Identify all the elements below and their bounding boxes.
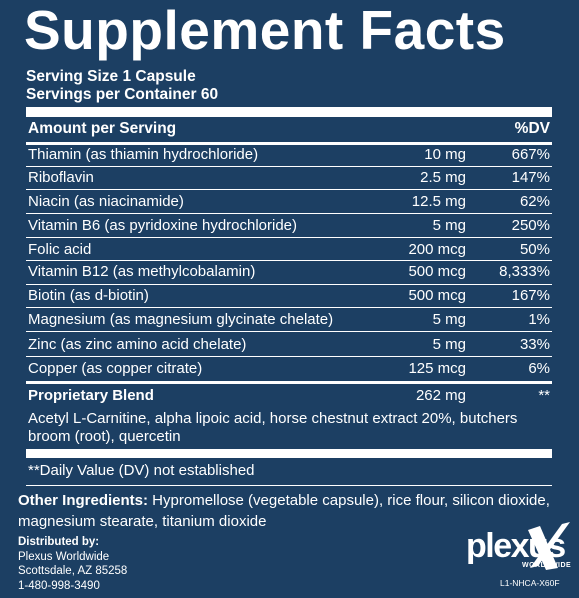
nutrient-amount: 200 mcg [408, 241, 466, 258]
servings-per-container: Servings per Container 60 [26, 86, 219, 103]
proprietary-blend-row: Proprietary Blend 262 mg ** [28, 385, 550, 407]
nutrient-dv: 667% [511, 146, 550, 163]
plexus-logo: plexus WORLDWIDE [466, 522, 572, 574]
logo-subtext: WORLDWIDE [522, 562, 572, 569]
other-ingredients-label: Other Ingredients: [18, 492, 149, 509]
nutrient-row: Vitamin B12 (as methylcobalamin) 500 mcg… [28, 261, 550, 283]
nutrient-dv: 6% [528, 360, 550, 377]
nutrient-amount: 500 mcg [408, 263, 466, 280]
nutrient-dv: 1% [528, 311, 550, 328]
blend-ingredients: Acetyl L-Carnitine, alpha lipoic acid, h… [28, 410, 518, 445]
nutrient-name: Thiamin (as thiamin hydrochloride) [28, 146, 259, 163]
nutrient-dv: 250% [511, 217, 550, 234]
row-divider [26, 213, 552, 214]
dv-footnote: **Daily Value (DV) not established [28, 462, 255, 479]
row-divider [26, 307, 552, 308]
row-divider [26, 260, 552, 261]
nutrient-row: Riboflavin 2.5 mg 147% [28, 167, 550, 189]
row-divider [26, 166, 552, 167]
amount-per-serving-label: Amount per Serving [28, 120, 177, 137]
nutrient-dv: 8,333% [499, 263, 550, 280]
row-divider [26, 331, 552, 332]
nutrient-name: Vitamin B6 (as pyridoxine hydrochloride) [28, 217, 298, 234]
distributor-name: Plexus Worldwide [18, 550, 110, 563]
nutrient-row: Biotin (as d-biotin) 500 mcg 167% [28, 285, 550, 307]
nutrient-dv: 147% [511, 169, 550, 186]
label-code: L1-NHCA-X60F [500, 578, 560, 588]
nutrient-name: Copper (as copper citrate) [28, 360, 203, 377]
nutrient-amount: 5 mg [432, 311, 466, 328]
nutrient-amount: 10 mg [424, 146, 466, 163]
blend-dv: ** [538, 387, 550, 404]
distributor-phone: 1-480-998-3490 [18, 579, 100, 592]
nutrient-row: Folic acid 200 mcg 50% [28, 239, 550, 261]
row-divider [26, 356, 552, 357]
thick-divider-bottom [26, 449, 552, 458]
row-divider [26, 189, 552, 190]
nutrient-row: Zinc (as zinc amino acid chelate) 5 mg 3… [28, 334, 550, 356]
nutrient-amount: 5 mg [432, 217, 466, 234]
thick-divider [26, 107, 552, 117]
nutrient-name: Biotin (as d-biotin) [28, 287, 149, 304]
logo-x-swoosh-icon [528, 522, 570, 570]
dv-header-label: %DV [514, 120, 550, 137]
nutrient-name: Niacin (as niacinamide) [28, 193, 184, 210]
amount-header-row: Amount per Serving %DV [28, 118, 550, 140]
nutrient-name: Magnesium (as magnesium glycinate chelat… [28, 311, 334, 328]
blend-amount: 262 mg [415, 387, 466, 404]
header-divider [26, 142, 552, 145]
nutrient-dv: 167% [511, 287, 550, 304]
row-divider [26, 237, 552, 238]
blend-name: Proprietary Blend [28, 387, 154, 404]
footer-divider [26, 485, 552, 486]
nutrient-amount: 500 mcg [408, 287, 466, 304]
nutrient-name: Riboflavin [28, 169, 94, 186]
nutrient-amount: 12.5 mg [411, 193, 466, 210]
nutrient-amount: 5 mg [432, 336, 466, 353]
row-divider [26, 284, 552, 285]
other-ingredients-text: Hypromellose (vegetable capsule), rice f… [18, 492, 550, 530]
nutrient-name: Vitamin B12 (as methylcobalamin) [28, 263, 256, 280]
nutrient-row: Magnesium (as magnesium glycinate chelat… [28, 309, 550, 331]
serving-info: Serving Size 1 Capsule Servings per Cont… [26, 68, 218, 104]
supplement-facts-title: Supplement Facts [24, 0, 506, 61]
nutrient-dv: 62% [519, 193, 550, 210]
nutrient-row: Thiamin (as thiamin hydrochloride) 10 mg… [28, 144, 550, 166]
nutrient-row: Niacin (as niacinamide) 12.5 mg 62% [28, 191, 550, 213]
nutrient-name: Folic acid [28, 241, 92, 258]
nutrient-row: Copper (as copper citrate) 125 mcg 6% [28, 358, 550, 380]
nutrient-row: Vitamin B6 (as pyridoxine hydrochloride)… [28, 215, 550, 237]
nutrient-amount: 2.5 mg [420, 169, 466, 186]
nutrient-amount: 125 mcg [408, 360, 466, 377]
nutrient-dv: 50% [519, 241, 550, 258]
distributor-heading: Distributed by: [18, 536, 100, 548]
logo-wordmark: plexus [466, 527, 566, 565]
other-ingredients: Other Ingredients: Hypromellose (vegetab… [18, 490, 578, 532]
distributor-city: Scottsdale, AZ 85258 [18, 565, 128, 577]
distributor-block: Distributed by: Plexus Worldwide Scottsd… [18, 535, 127, 593]
nutrient-dv: 33% [519, 336, 550, 353]
serving-size: Serving Size 1 Capsule [26, 68, 196, 85]
nutrient-name: Zinc (as zinc amino acid chelate) [28, 336, 247, 353]
blend-divider [26, 381, 552, 384]
